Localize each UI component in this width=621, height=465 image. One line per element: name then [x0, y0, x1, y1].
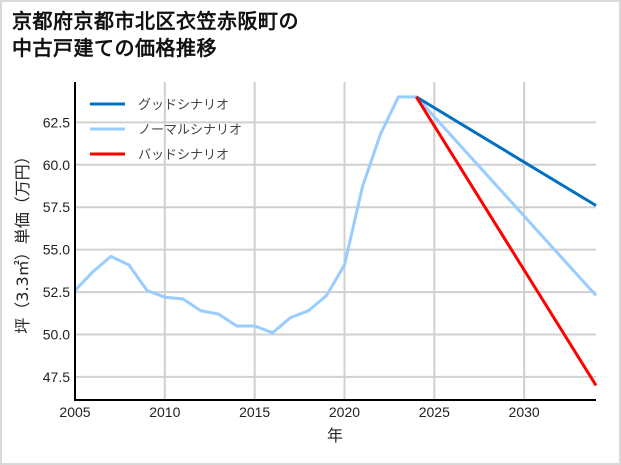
legend-item: グッドシナリオ — [90, 98, 229, 113]
y-tick-label: 60.0 — [43, 157, 70, 173]
x-tick-label: 2015 — [239, 404, 270, 420]
legend-label: ノーマルシナリオ — [138, 123, 242, 138]
x-tick-label: 2005 — [59, 404, 90, 420]
chart-title-line-1: 京都府京都市北区衣笠赤阪町の — [12, 9, 299, 33]
x-tick-label: 2010 — [149, 404, 180, 420]
x-tick-label: 2030 — [509, 404, 540, 420]
legend-item: ノーマルシナリオ — [90, 123, 242, 138]
series-line-1 — [73, 95, 598, 335]
y-tick-label: 52.5 — [43, 284, 70, 300]
y-axis-label: 坪（3.3㎡）単価（万円） — [13, 148, 32, 333]
x-axis-label: 年 — [327, 426, 343, 445]
x-tick-label: 2025 — [419, 404, 450, 420]
y-tick-label: 57.5 — [43, 199, 70, 215]
axes — [74, 82, 596, 401]
series-line-0 — [415, 95, 597, 207]
legend-label: バッドシナリオ — [138, 148, 229, 163]
series-line-2 — [415, 96, 598, 387]
legend-label: グッドシナリオ — [138, 98, 229, 113]
legend-item: バッドシナリオ — [90, 148, 229, 163]
y-tick-label: 50.0 — [43, 326, 70, 342]
y-tick-label: 55.0 — [43, 242, 70, 258]
x-tick-label: 2020 — [329, 404, 360, 420]
y-axis-ticks: 47.5 50.0 52.5 55.0 57.5 60.0 62.5 — [43, 114, 70, 385]
series-layer — [73, 95, 598, 387]
y-tick-label: 47.5 — [43, 369, 70, 385]
x-axis-ticks: 2005 2010 2015 2020 2025 2030 — [59, 404, 539, 420]
chart-title-line-2: 中古戸建ての価格推移 — [12, 36, 217, 60]
y-tick-label: 62.5 — [43, 114, 70, 130]
chart-title: 京都府京都市北区衣笠赤阪町の 中古戸建ての価格推移 — [12, 8, 299, 62]
